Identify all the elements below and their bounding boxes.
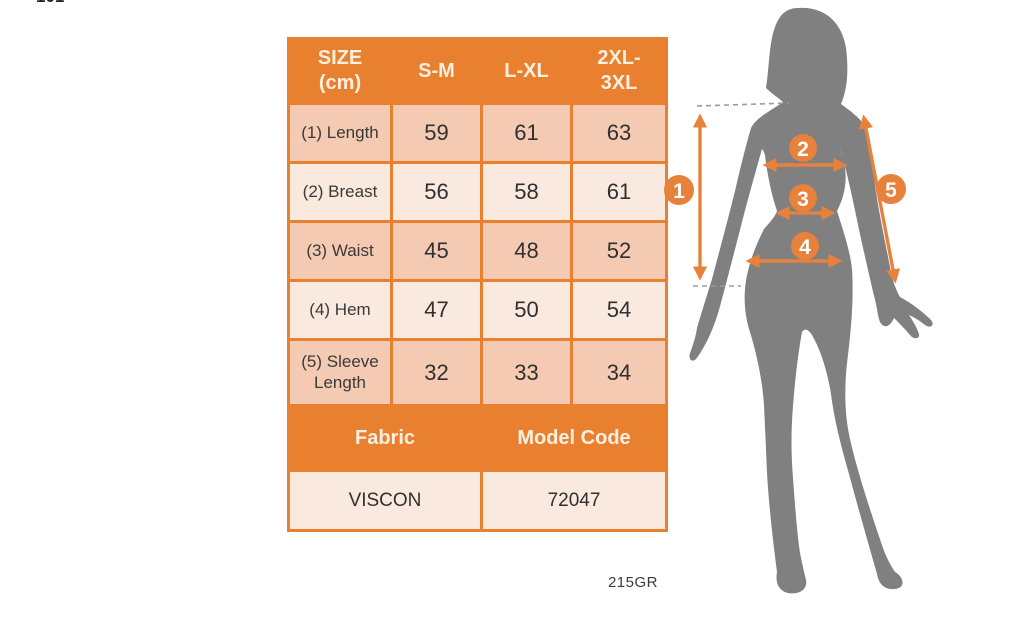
table-row-length: (1) Length 59 61 63 bbox=[287, 102, 668, 164]
header-s-m: S-M bbox=[390, 37, 483, 105]
header-size-cm: SIZE (cm) bbox=[287, 37, 393, 105]
marker-3-label: 3 bbox=[797, 188, 809, 211]
marker-5: 5 bbox=[876, 174, 906, 204]
marker-1: 1 bbox=[664, 175, 694, 205]
model-code-header: Model Code bbox=[480, 404, 668, 472]
row-label: (4) Hem bbox=[287, 279, 393, 341]
size-header-row: SIZE (cm) S-M L-XL 2XL- 3XL bbox=[287, 37, 668, 105]
weight-footnote: 215GR bbox=[607, 574, 658, 591]
size-chart-table: SIZE (cm) S-M L-XL 2XL- 3XL (1) Length 5… bbox=[287, 37, 668, 532]
cell-value: 58 bbox=[480, 161, 573, 223]
dashed-line-top bbox=[696, 102, 790, 107]
cell-value: 61 bbox=[570, 161, 668, 223]
marker-2-label: 2 bbox=[797, 138, 809, 161]
table-footer-header-row: Fabric Model Code bbox=[287, 404, 668, 472]
cell-value: 63 bbox=[570, 102, 668, 164]
cell-value: 32 bbox=[390, 338, 483, 407]
cell-value: 33 bbox=[480, 338, 573, 407]
model-code-value: 72047 bbox=[480, 469, 668, 532]
table-footer-value-row: VISCON 72047 bbox=[287, 469, 668, 532]
row-label: (3) Waist bbox=[287, 220, 393, 282]
measurement-figure: 1 2 3 4 5 bbox=[664, 7, 933, 594]
table-row-sleeve-length: (5) Sleeve Length 32 33 34 bbox=[287, 338, 668, 407]
cell-value: 56 bbox=[390, 161, 483, 223]
cell-value: 47 bbox=[390, 279, 483, 341]
row-label: (5) Sleeve Length bbox=[287, 338, 393, 407]
cell-value: 52 bbox=[570, 220, 668, 282]
table-row-breast: (2) Breast 56 58 61 bbox=[287, 161, 668, 223]
cell-value: 50 bbox=[480, 279, 573, 341]
marker-3: 3 bbox=[789, 184, 817, 212]
marker-2: 2 bbox=[789, 134, 817, 162]
cell-value: 48 bbox=[480, 220, 573, 282]
clipped-corner-text: 101 bbox=[36, 0, 96, 6]
marker-5-circle bbox=[876, 174, 906, 204]
fabric-value: VISCON bbox=[287, 469, 483, 532]
marker-1-circle bbox=[664, 175, 694, 205]
marker-5-label: 5 bbox=[885, 179, 897, 202]
marker-2-circle bbox=[789, 134, 817, 162]
marker-4: 4 bbox=[791, 232, 819, 260]
cell-value: 45 bbox=[390, 220, 483, 282]
row-label: (1) Length bbox=[287, 102, 393, 164]
table-row-waist: (3) Waist 45 48 52 bbox=[287, 220, 668, 282]
marker-1-label: 1 bbox=[673, 180, 685, 203]
fabric-header: Fabric bbox=[287, 404, 483, 472]
marker-3-circle bbox=[789, 184, 817, 212]
cell-value: 59 bbox=[390, 102, 483, 164]
header-l-xl: L-XL bbox=[480, 37, 573, 105]
cell-value: 34 bbox=[570, 338, 668, 407]
table-row-hem: (4) Hem 47 50 54 bbox=[287, 279, 668, 341]
cell-value: 54 bbox=[570, 279, 668, 341]
header-2xl-3xl: 2XL- 3XL bbox=[570, 37, 668, 105]
marker-4-circle bbox=[791, 232, 819, 260]
row-label: (2) Breast bbox=[287, 161, 393, 223]
woman-silhouette bbox=[689, 7, 933, 594]
arrow-sleeve bbox=[859, 114, 900, 284]
marker-4-label: 4 bbox=[799, 236, 811, 259]
cell-value: 61 bbox=[480, 102, 573, 164]
